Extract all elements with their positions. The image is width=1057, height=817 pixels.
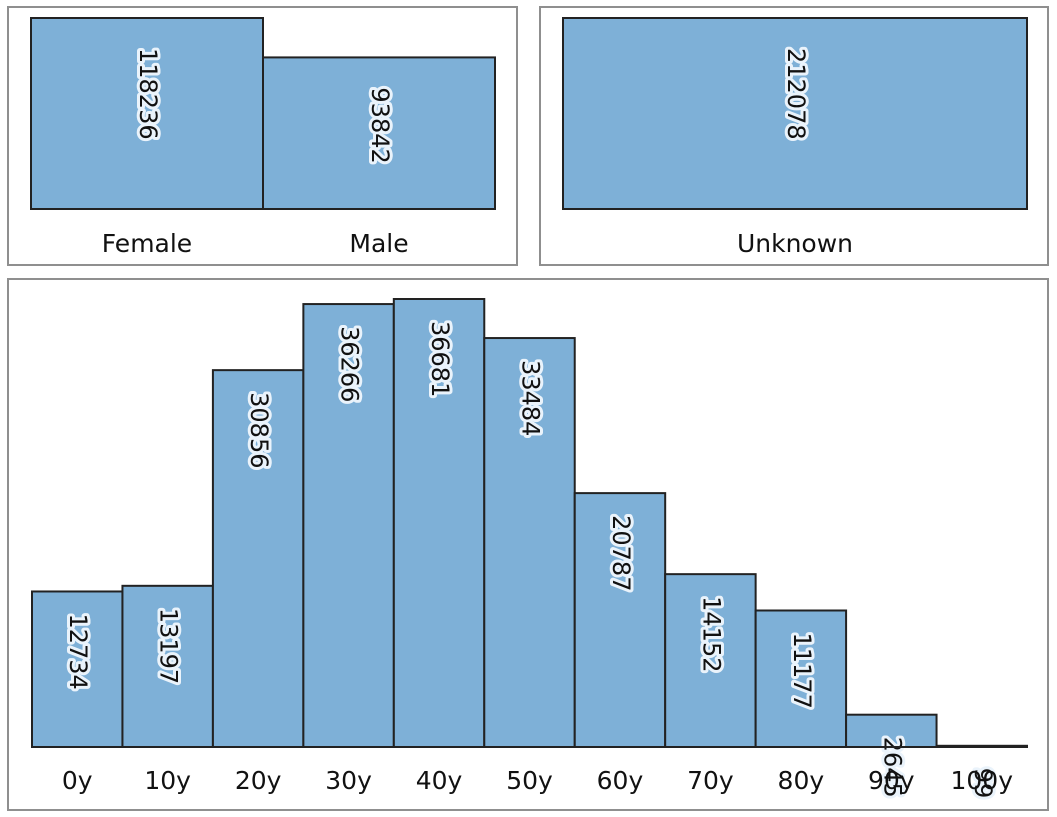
value-label-80y: 11177 — [788, 632, 816, 708]
value-label-40y: 36681 — [426, 321, 454, 397]
x-tick-label-100y: 100y — [951, 766, 1014, 795]
value-label-70y: 14152 — [697, 596, 725, 672]
value-label-Male: 93842 — [366, 87, 394, 163]
x-tick-label-30y: 30y — [325, 766, 372, 795]
x-tick-label-20y: 20y — [235, 766, 282, 795]
x-tick-label-40y: 40y — [416, 766, 463, 795]
x-tick-label-70y: 70y — [687, 766, 734, 795]
x-tick-label-80y: 80y — [778, 766, 825, 795]
bar-0y — [31, 590, 124, 748]
bar-Female — [30, 17, 264, 210]
unknown-gender-chart-panel: 212078 Unknown — [539, 6, 1049, 266]
age-distribution-chart-panel: 12734 0y 13197 10y 30856 20y 36266 30y 36681 40y 3… — [7, 278, 1049, 811]
value-label-Female: 118236 — [134, 48, 162, 140]
unknown-gender-chart: 212078 Unknown — [562, 17, 1028, 258]
value-label-0y: 12734 — [64, 613, 92, 689]
x-tick-label-0y: 0y — [62, 766, 93, 795]
bar-30y — [302, 303, 395, 748]
bar-70y — [664, 573, 757, 748]
age-distribution-chart: 12734 0y 13197 10y 30856 20y 36266 30y 36681 40y 3… — [31, 298, 1029, 801]
value-label-Unknown: 212078 — [782, 48, 810, 140]
x-tick-label-Female: Female — [102, 229, 192, 258]
bar-80y — [754, 609, 848, 749]
bar-Male — [262, 56, 496, 211]
bar-60y — [573, 492, 667, 748]
x-tick-label-10y: 10y — [144, 766, 191, 795]
gender-chart: 118236 Female 93842 Male — [30, 17, 496, 258]
value-label-10y: 13197 — [155, 608, 183, 684]
value-label-50y: 33484 — [517, 360, 545, 436]
x-tick-label-60y: 60y — [597, 766, 644, 795]
value-label-100y: 99 — [969, 768, 997, 799]
x-tick-label-50y: 50y — [506, 766, 553, 795]
value-label-60y: 20787 — [607, 515, 635, 591]
x-tick-label-Unknown: Unknown — [737, 229, 853, 258]
value-label-20y: 30856 — [245, 392, 273, 468]
value-label-30y: 36266 — [336, 326, 364, 402]
x-tick-label-Male: Male — [349, 229, 408, 258]
bar-20y — [211, 369, 305, 748]
x-tick-label-90y: 90y — [868, 766, 915, 795]
gender-chart-panel: 118236 Female 93842 Male — [7, 6, 518, 266]
